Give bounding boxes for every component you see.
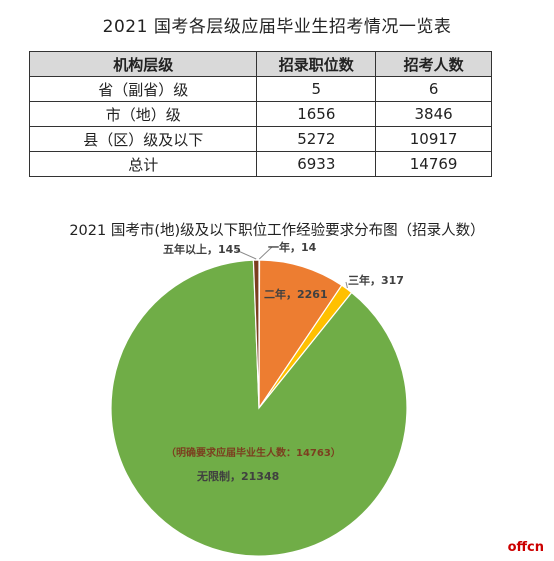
leader-line — [258, 246, 273, 260]
data-label-five-plus: 五年以上，145 — [163, 242, 241, 256]
table-header-row: 机构层级 招录职位数 招考人数 — [28, 51, 492, 77]
cell-applicants: 3846 — [375, 101, 492, 127]
cell-positions: 5 — [256, 76, 377, 102]
leader-line — [345, 281, 348, 289]
cell-positions: 5272 — [256, 126, 377, 152]
cell-applicants: 14769 — [375, 151, 492, 177]
watermark: offcn — [507, 540, 544, 555]
table-row-total: 总计 6933 14769 — [28, 151, 492, 177]
data-label-one-year: 一年，14 — [268, 240, 317, 254]
table-row: 省（副省）级 5 6 — [28, 76, 492, 102]
data-label-two-year: 二年，2261 — [264, 287, 328, 301]
leader-line — [235, 249, 257, 260]
cell-applicants: 10917 — [375, 126, 492, 152]
header-positions: 招录职位数 — [256, 51, 377, 77]
table-title: 2021 国考各层级应届毕业生招考情况一览表 — [102, 17, 452, 37]
table-row: 县（区）级及以下 5272 10917 — [28, 126, 492, 152]
cell-level: 总计 — [28, 151, 258, 177]
summary-table: 机构层级 招录职位数 招考人数 省（副省）级 5 6 市（地）级 1656 38… — [28, 51, 492, 177]
cell-positions: 6933 — [256, 151, 377, 177]
pie-slice-1 — [258, 259, 343, 410]
cell-level: 县（区）级及以下 — [28, 126, 258, 152]
data-label-three-year: 三年，317 — [348, 273, 404, 287]
header-applicants: 招考人数 — [375, 51, 492, 77]
pie-slice-4 — [252, 259, 260, 409]
pie-slice-3 — [110, 259, 408, 557]
pie-annotation: （明确要求应届毕业生人数：14763） — [166, 446, 341, 459]
chart-title: 2021 国考市(地)级及以下职位工作经验要求分布图（招录人数） — [69, 223, 485, 239]
data-label-unlimited: 无限制，21348 — [196, 469, 279, 483]
